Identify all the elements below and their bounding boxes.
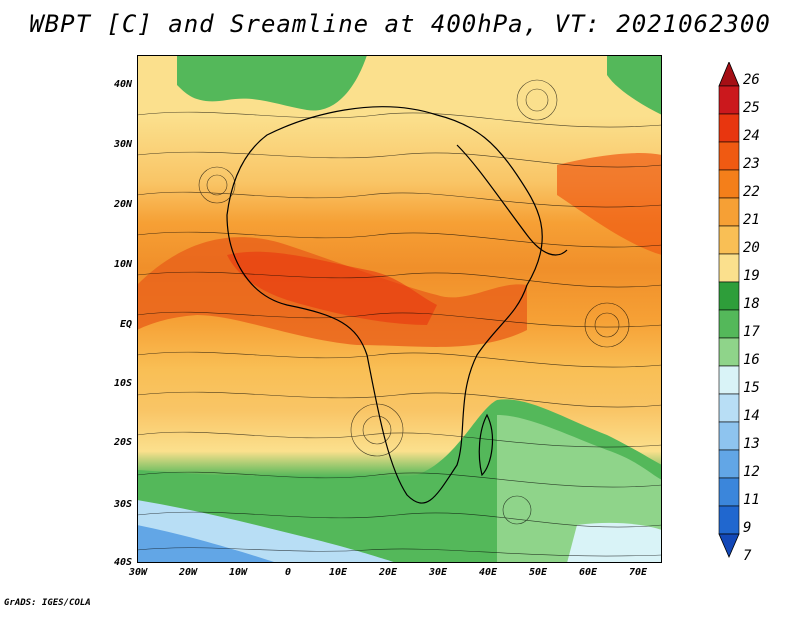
- lat-label-40s: 40S: [113, 557, 132, 568]
- colorbar-swatch: [718, 253, 740, 283]
- colorbar-label: 21: [743, 212, 760, 228]
- colorbar-swatch: [718, 309, 740, 339]
- colorbar-label: 26: [743, 72, 760, 88]
- lat-label-30s: 30S: [113, 499, 132, 510]
- colorbar-label: 12: [743, 464, 760, 480]
- lon-label-40e: 40E: [478, 567, 498, 578]
- lat-label-30n: 30N: [113, 139, 132, 150]
- lon-label-20e: 20E: [378, 567, 398, 578]
- lon-label-70e: 70E: [628, 567, 648, 578]
- lon-label-30w: 30W: [128, 567, 148, 578]
- colorbar-swatch: [718, 113, 740, 143]
- colorbar-swatch: [718, 449, 740, 479]
- colorbar-swatch: [718, 365, 740, 395]
- colorbar-label: 22: [743, 184, 760, 200]
- colorbar-top-arrow: [718, 62, 740, 87]
- colorbar-swatch: [718, 505, 740, 535]
- colorbar-label: 11: [743, 492, 760, 508]
- colorbar-bottom-arrow: [718, 533, 740, 558]
- lon-label-50e: 50E: [528, 567, 548, 578]
- colorbar-swatch: [718, 85, 740, 115]
- colorbar-label: 25: [743, 100, 760, 116]
- colorbar-label: 23: [743, 156, 760, 172]
- colorbar-label: 7: [743, 548, 752, 564]
- lon-label-30e: 30E: [428, 567, 448, 578]
- colorbar-swatch: [718, 281, 740, 311]
- colorbar-swatch: [718, 225, 740, 255]
- colorbar-swatch: [718, 393, 740, 423]
- lat-label-20n: 20N: [113, 199, 132, 210]
- lat-label-40n: 40N: [113, 79, 132, 90]
- lat-label-eq: EQ: [119, 319, 132, 330]
- lon-label-0: 0: [284, 567, 292, 578]
- lon-label-20w: 20W: [178, 567, 198, 578]
- colorbar-swatch: [718, 169, 740, 199]
- colorbar-label: 15: [743, 380, 760, 396]
- colorbar-label: 14: [743, 408, 760, 424]
- colorbar-label: 16: [743, 352, 760, 368]
- lon-label-10w: 10W: [228, 567, 248, 578]
- colorbar: [718, 62, 740, 558]
- colorbar-swatch: [718, 337, 740, 367]
- wbpt-field-map: [137, 55, 662, 563]
- colorbar-swatch: [718, 477, 740, 507]
- colorbar-label: 9: [743, 520, 752, 536]
- colorbar-label: 20: [743, 240, 760, 256]
- grads-credit: GrADS: IGES/COLA: [4, 598, 91, 608]
- lat-label-10s: 10S: [113, 378, 132, 389]
- lon-label-60e: 60E: [578, 567, 598, 578]
- lon-label-10e: 10E: [328, 567, 348, 578]
- lat-label-20s: 20S: [113, 437, 132, 448]
- colorbar-label: 24: [743, 128, 760, 144]
- colorbar-swatch: [718, 421, 740, 451]
- colorbar-swatch: [718, 197, 740, 227]
- colorbar-label: 19: [743, 268, 760, 284]
- map-panel[interactable]: [137, 55, 662, 563]
- colorbar-label: 18: [743, 296, 760, 312]
- lat-label-10n: 10N: [113, 259, 132, 270]
- colorbar-swatch: [718, 141, 740, 171]
- colorbar-label: 13: [743, 436, 760, 452]
- colorbar-label: 17: [743, 324, 760, 340]
- chart-title: WBPT [C] and Sreamline at 400hPa, VT: 20…: [29, 10, 771, 38]
